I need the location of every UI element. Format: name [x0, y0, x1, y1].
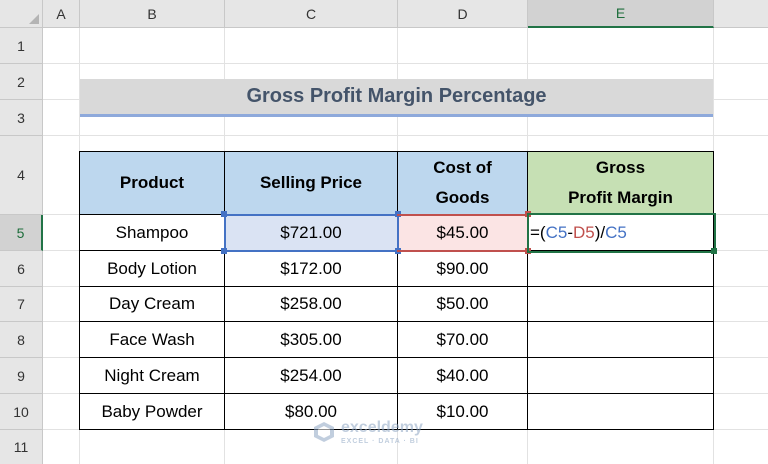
- watermark-name: exceldemy: [341, 418, 423, 436]
- reference-highlight-c5: [224, 214, 399, 252]
- row-header-3[interactable]: 3: [0, 100, 43, 136]
- ref-handle-c5-bl[interactable]: [221, 248, 227, 254]
- row-header-8[interactable]: 8: [0, 322, 43, 358]
- cell-d7[interactable]: $50.00: [398, 287, 528, 322]
- cell-e7[interactable]: [528, 287, 714, 322]
- select-all-corner[interactable]: [0, 0, 43, 28]
- formula-ref-d5: D5: [573, 222, 595, 242]
- cell-c5[interactable]: $721.00: [225, 215, 398, 251]
- reference-highlight-d5: [397, 214, 529, 252]
- formula-open: =(: [530, 222, 546, 242]
- header-selling-price[interactable]: Selling Price: [225, 152, 398, 215]
- cell-c8[interactable]: $305.00: [225, 322, 398, 358]
- header-cost-of-goods[interactable]: Cost of Goods: [398, 152, 528, 215]
- fill-handle[interactable]: [711, 248, 717, 254]
- cell-b6[interactable]: Body Lotion: [80, 251, 225, 287]
- table-top-border: [79, 151, 714, 152]
- cell-e9[interactable]: [528, 358, 714, 394]
- row-header-2[interactable]: 2: [0, 64, 43, 100]
- ref-handle-c5-tl[interactable]: [221, 211, 227, 217]
- row-header-10[interactable]: 10: [0, 394, 43, 430]
- cell-c7[interactable]: $258.00: [225, 287, 398, 322]
- cell-d9[interactable]: $40.00: [398, 358, 528, 394]
- column-header-c[interactable]: C: [225, 0, 398, 28]
- exceldemy-watermark: exceldemy EXCEL · DATA · BI: [312, 416, 472, 448]
- cell-e5-formula[interactable]: =(C5- D5)/C5: [528, 215, 714, 251]
- column-header-e[interactable]: E: [528, 0, 714, 28]
- active-cell-border: [527, 213, 716, 253]
- cell-d5[interactable]: $45.00: [398, 215, 528, 251]
- column-header-b[interactable]: B: [80, 0, 225, 28]
- row-header-5[interactable]: 5: [0, 215, 43, 251]
- column-header-f[interactable]: [714, 0, 768, 28]
- header-gross-profit-margin[interactable]: Gross Profit Margin: [528, 152, 714, 215]
- header-product[interactable]: Product: [80, 152, 225, 215]
- watermark-tagline: EXCEL · DATA · BI: [341, 437, 419, 445]
- row-header-7[interactable]: 7: [0, 287, 43, 322]
- select-all-triangle-icon: [29, 14, 39, 24]
- cell-c9[interactable]: $254.00: [225, 358, 398, 394]
- exceldemy-logo-icon: [314, 422, 334, 442]
- cell-e8[interactable]: [528, 322, 714, 358]
- table-left-border: [79, 151, 80, 430]
- formula-ref-c5: C5: [545, 222, 568, 242]
- cell-c10[interactable]: $80.00: [225, 394, 398, 430]
- cell-d6[interactable]: $90.00: [398, 251, 528, 287]
- header-cost-of-goods-line1: Cost of: [433, 158, 492, 177]
- row-header-11[interactable]: 11: [0, 430, 43, 464]
- header-cost-of-goods-line2: Goods: [435, 188, 490, 207]
- column-header-d[interactable]: D: [398, 0, 528, 28]
- cell-b8[interactable]: Face Wash: [80, 322, 225, 358]
- column-header-a[interactable]: A: [43, 0, 80, 28]
- sheet-title[interactable]: Gross Profit Margin Percentage: [80, 79, 713, 117]
- formula-minus: -: [567, 222, 573, 242]
- header-gross-margin-line2: Profit Margin: [568, 188, 673, 207]
- cell-b10[interactable]: Baby Powder: [80, 394, 225, 430]
- cell-e10[interactable]: [528, 394, 714, 430]
- header-gross-margin-line1: Gross: [595, 158, 646, 177]
- cell-b9[interactable]: Night Cream: [80, 358, 225, 394]
- cell-d10[interactable]: $10.00: [398, 394, 528, 430]
- cell-d8[interactable]: $70.00: [398, 322, 528, 358]
- row-header-4[interactable]: 4: [0, 136, 43, 215]
- row-header-6[interactable]: 6: [0, 251, 43, 287]
- cell-c6[interactable]: $172.00: [225, 251, 398, 287]
- cell-b5[interactable]: Shampoo: [80, 215, 225, 251]
- cell-e6[interactable]: [528, 251, 714, 287]
- cell-b7[interactable]: Day Cream: [80, 287, 225, 322]
- formula-ref-c5-divisor: C5: [605, 222, 627, 242]
- formula-close: )/: [594, 222, 606, 242]
- row-header-9[interactable]: 9: [0, 358, 43, 394]
- row-header-1[interactable]: 1: [0, 28, 43, 64]
